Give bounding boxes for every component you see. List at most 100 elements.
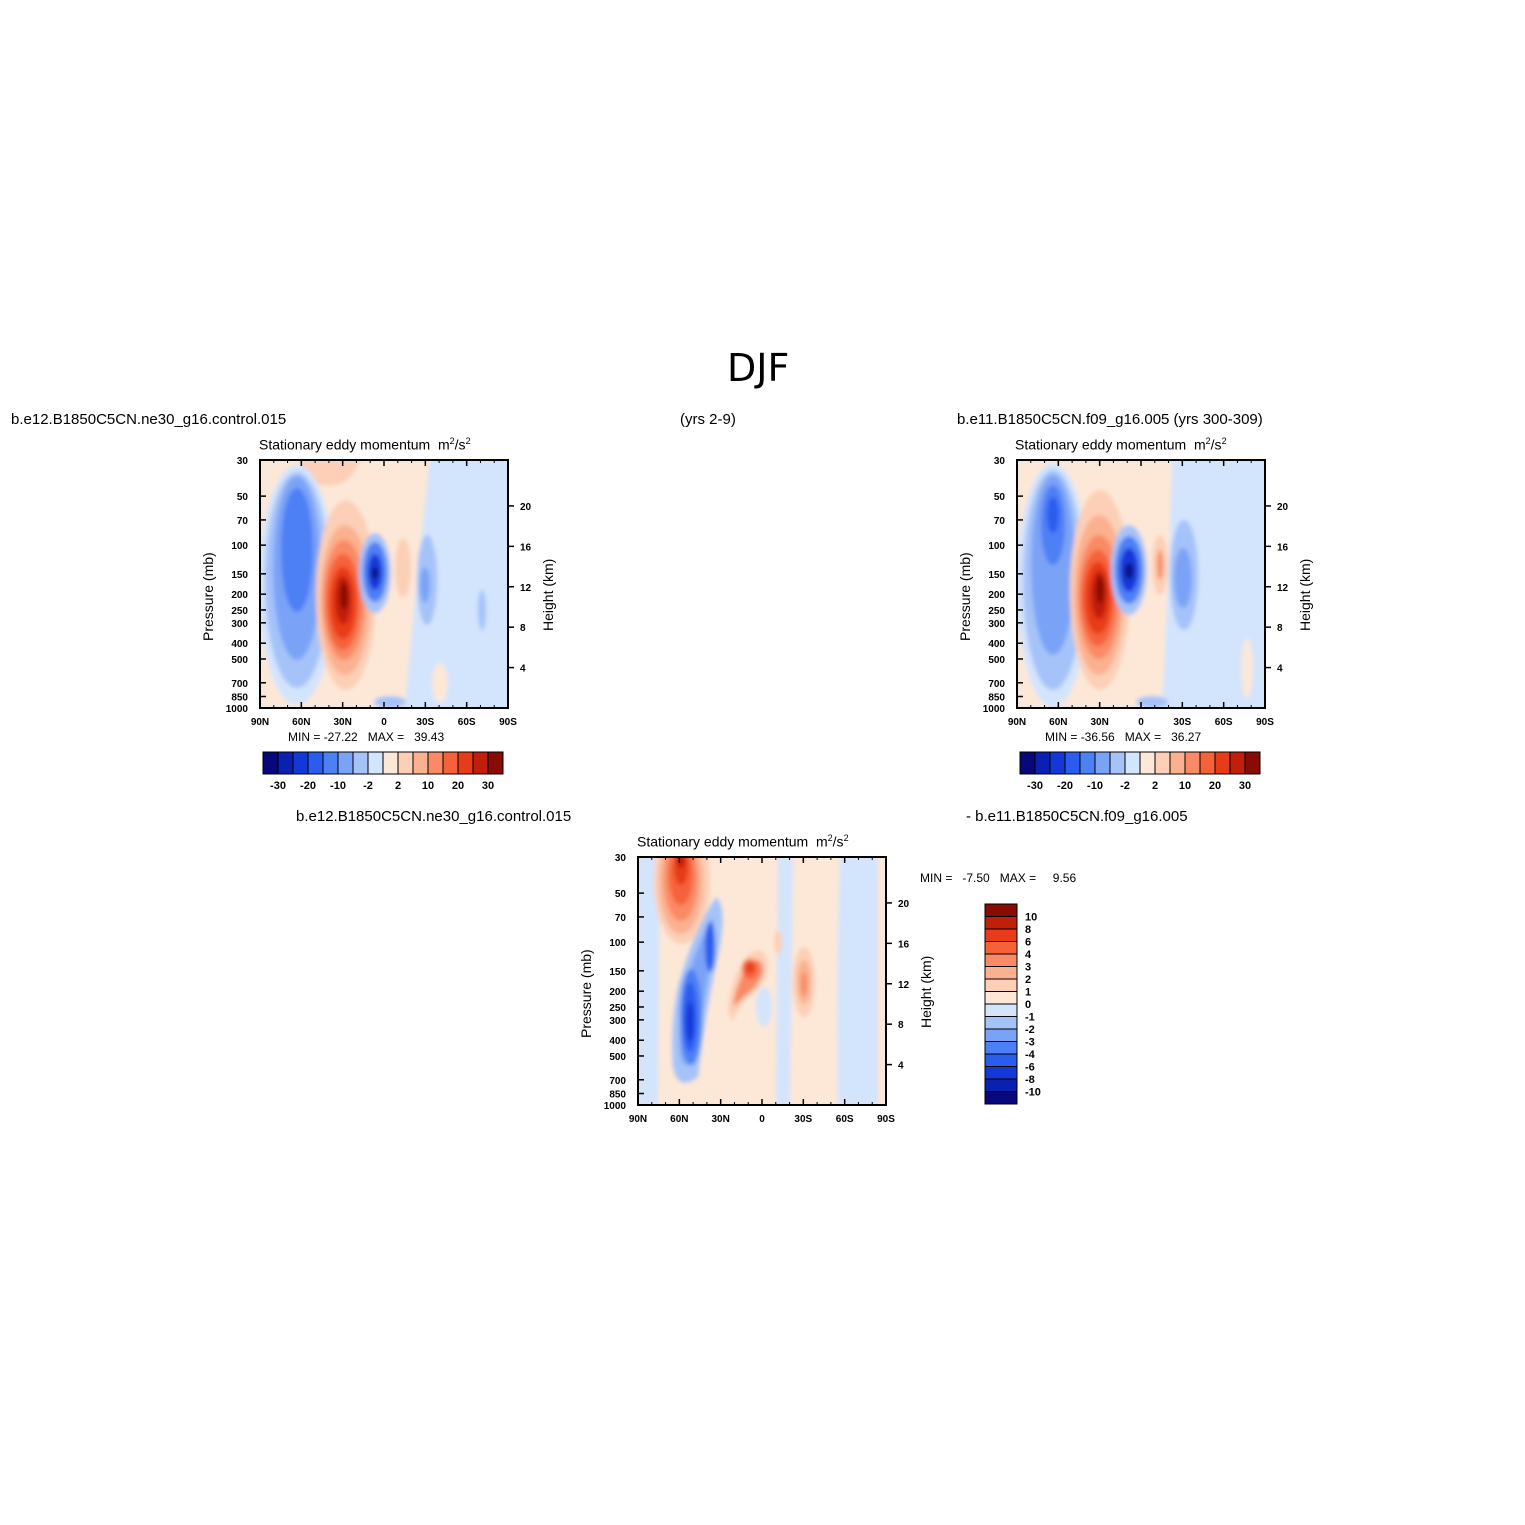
panel-3-colorbar-box-2 [984,928,1018,942]
panel-2-colorbar-label-4: 2 [1152,780,1158,792]
panel-2-colorbar-label-1: -20 [1057,780,1073,792]
panel-1-max-label: MAX = [367,730,405,744]
panel-2-units-tail: /s [1210,436,1222,453]
panel-2-colorbar-box-12 [1199,751,1216,775]
panel-1-eq-blue-4 [372,567,378,579]
panel-3-colorbar-label-6: 1 [1025,987,1031,999]
panel-1-ytick-label-1: 50 [237,492,249,503]
panel-3-ytick-right-label-1: 16 [898,939,910,950]
panel-2-colorbar-label-5: 10 [1179,780,1191,792]
panel-1-small-warm [432,663,448,703]
panel-2-ytick-right-label-0: 20 [1277,502,1289,513]
panel-3-colorbar-box-0 [984,903,1018,917]
panel-2-blue-5 [1047,497,1059,533]
panel-2-ylabel-right: Height (km) [1297,558,1313,631]
panel-1-colorbar-box-3 [307,751,324,775]
panel-3-ytick-label-6: 250 [609,1003,626,1014]
panel-2-ytick-label-9: 500 [988,655,1005,666]
panel-3-xtick-label-1: 60N [670,1114,688,1125]
panel-2-colorbar-label-6: 20 [1209,780,1221,792]
panel-3-colorbar-box-3 [984,941,1018,955]
panel-1-ytick-label-0: 30 [237,456,249,467]
panel-3-top-red-5 [674,857,688,885]
panel-2-colorbar-label-0: -30 [1027,780,1043,792]
panel-3-ytick-label-0: 30 [615,853,627,864]
panel-1-xtick-label-6: 90S [499,717,517,728]
panel-3-blue-5 [686,1002,694,1042]
panel-2-bottom-blue [1136,696,1168,708]
panel-2-minmax: MIN = -36.56 MAX = 36.27 [1045,730,1201,744]
panel-3-ytick-right-label-4: 4 [898,1061,904,1072]
diff-label-a: b.e12.B1850C5CN.ne30_g16.control.015 [296,808,572,825]
panel-3-small-blue [756,987,772,1027]
panel-2-ticks: 90N 60N 30N 0 30S 60S 90S 30 50 70 100 150 200 250 300… [983,456,1289,728]
panel-3-colorbar-label-12: -6 [1025,1062,1035,1074]
panel-2-xtick-label-1: 60N [1049,717,1067,728]
panel-2-min-label: MIN = [1045,730,1078,744]
panel-1-colorbar-label-4: 2 [395,780,401,792]
panel-1-ytick-label-11: 850 [231,693,248,704]
panel-2-colorbar-box-2 [1049,751,1066,775]
panel-3-ytick-label-10: 700 [609,1076,626,1087]
panel-2-colorbar-box-1 [1034,751,1051,775]
panel-3-colorbar-label-7: 0 [1025,999,1031,1011]
panel-1-colorbar-box-4 [322,751,339,775]
panel-1-units: m [437,436,450,453]
panel-3-ytick-label-9: 500 [609,1052,626,1063]
panel-3-colorbar-box-11 [984,1041,1018,1055]
panel-2-ytick-label-6: 250 [988,606,1005,617]
panel-2-xtick-label-0: 90N [1008,717,1026,728]
panel-2-ytick-label-10: 700 [988,679,1005,690]
panel-1-colorbar-box-2 [292,751,309,775]
panel-2-small-blue-2 [1174,548,1192,608]
panel-2-colorbar-box-4 [1079,751,1096,775]
panel-3-right-blue [837,857,878,1105]
panel-3-ytick-label-4: 150 [609,967,626,978]
panel-2-colorbar-box-6 [1109,751,1126,775]
panel-3-colorbar-box-1 [984,916,1018,930]
panel-2-units-exp2: 2 [1221,436,1227,446]
panel-1-ytick-right-label-4: 4 [520,664,526,675]
panel-2-ytick-label-11: 850 [988,693,1005,704]
panel-2-colorbar-box-5 [1094,751,1111,775]
panel-3-min-value: -7.50 [962,871,990,885]
panel-2-ytick-label-4: 150 [988,570,1005,581]
panel-2-ytick-right-label-1: 16 [1277,542,1289,553]
panel-3-colorbar-box-9 [984,1016,1018,1030]
panel-1-colorbar-box-14 [472,751,489,775]
panel-2-max-value: 36.27 [1171,730,1202,744]
panel-3-colorbar-label-8: -1 [1025,1012,1035,1024]
panel-1-xtick-label-5: 60S [458,717,476,728]
panel-2-colorbar: -30 -20 -10 -2 2 10 20 30 [1019,751,1261,792]
panel-1-ytick-right-label-3: 8 [520,623,526,634]
panel-1-ytick-label-4: 150 [231,570,248,581]
figure-title: DJF [727,346,790,390]
panel-3-minmax: MIN = -7.50 MAX = 9.56 [920,871,1076,885]
years-label-left: (yrs 2-9) [680,411,736,428]
panel-1-colorbar-label-6: 20 [452,780,464,792]
panel-2-ytick-label-2: 70 [994,516,1006,527]
panel-3-colorbar-label-2: 6 [1025,937,1031,949]
panel-1-xtick-label-0: 90N [251,717,269,728]
panel-1-ticks: 90N 60N 30N 0 30S 60S 90S 30 50 70 100 150 200 250 300… [226,456,532,728]
panel-3-colorbar-box-13 [984,1066,1018,1080]
panel-2-ytick-right-label-2: 12 [1277,583,1289,594]
panel-1-blue-4 [281,488,313,612]
panel-1-title-text: Stationary eddy momentum [259,436,431,453]
panel-1-colorbar-box-5 [337,751,354,775]
panel-3-units-tail: /s [832,833,844,850]
panel-1-colorbar-box-12 [442,751,459,775]
panel-1-small-red [395,538,411,598]
panel-2-colorbar-box-8 [1139,751,1156,775]
panel-3-colorbar-label-9: -2 [1025,1024,1035,1036]
panel-3-xtick-label-0: 90N [629,1114,647,1125]
panel-2-title-text: Stationary eddy momentum [1015,436,1187,453]
panel-3-colorbar-label-5: 2 [1025,974,1031,986]
panel-1-colorbar-box-15 [487,751,504,775]
panel-2-xtick-label-6: 90S [1256,717,1274,728]
panel-2-plot: 90N 60N 30N 0 30S 60S 90S 30 50 70 100 150 200 250 300… [983,456,1289,728]
panel-2-small-warm [1241,638,1253,698]
panel-1-colorbar-box-8 [382,751,399,775]
panel-2-colorbar-box-11 [1184,751,1201,775]
panel-2-colorbar-box-0 [1019,751,1036,775]
